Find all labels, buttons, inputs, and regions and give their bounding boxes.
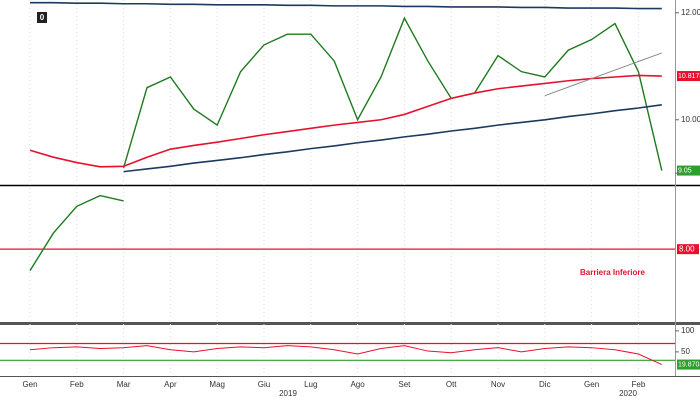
x-tick-label: Gen <box>584 380 599 389</box>
annotation: Barriera Inferiore <box>580 268 645 277</box>
series-line <box>123 104 662 173</box>
value-box-label: 10.8178 <box>678 73 700 80</box>
level-label: 8.00 <box>679 244 695 253</box>
x-tick-label: Lug <box>304 380 317 389</box>
value-box-label: 9.05 <box>678 167 692 174</box>
value-box <box>677 165 700 176</box>
series-line <box>544 52 662 97</box>
x-tick-label: Ott <box>446 380 457 389</box>
x-tick-label: Ago <box>350 380 365 389</box>
x-tick-label: Dic <box>539 380 551 389</box>
x-tick-label: Feb <box>70 380 84 389</box>
x-tick-label: Mar <box>117 380 131 389</box>
x-tick-label: Set <box>398 380 411 389</box>
x-tick-label: Gen <box>22 380 37 389</box>
y-tick-label: 10.00 <box>681 115 700 124</box>
y-tick-label: 100 <box>681 326 695 335</box>
x-tick-label: Feb <box>632 380 646 389</box>
series-line <box>29 345 663 366</box>
value-box <box>677 71 700 82</box>
level-label-box <box>677 244 699 255</box>
series-line <box>29 74 662 168</box>
series-line <box>29 194 124 271</box>
year-label: 2019 <box>279 389 297 398</box>
y-tick-label: 12.00 <box>681 8 700 17</box>
toolbar-button[interactable] <box>37 12 47 23</box>
x-tick-label: Nov <box>491 380 505 389</box>
x-tick-label: Apr <box>164 380 177 389</box>
toolbar-label: 0 <box>40 13 45 22</box>
value-box <box>677 359 700 370</box>
series-line <box>30 1 662 10</box>
x-tick-label: Giu <box>258 380 270 389</box>
series-line <box>122 16 663 171</box>
value-box-label: 19.8704 <box>678 361 700 368</box>
x-tick-label: Mag <box>209 380 225 389</box>
year-label: 2020 <box>619 389 637 398</box>
y-tick-label: 50 <box>681 347 690 356</box>
